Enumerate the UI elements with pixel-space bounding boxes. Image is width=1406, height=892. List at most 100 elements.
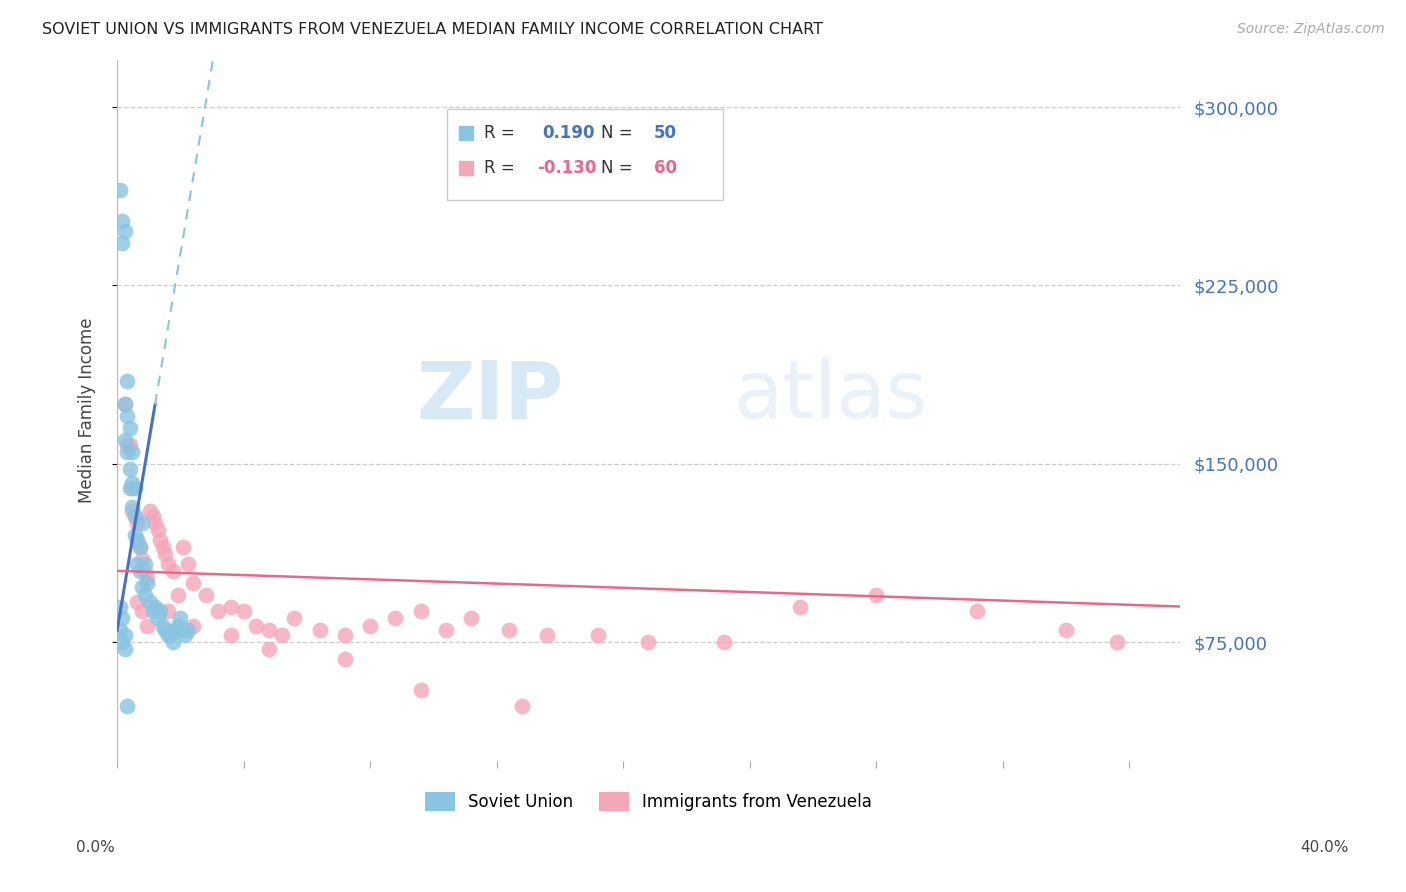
Point (270, 628, 292, 642)
Point (131, 581, 153, 595)
Point (124, 481, 146, 495)
Legend: Soviet Union, Immigrants from Venezuela: Soviet Union, Immigrants from Venezuela (420, 787, 877, 816)
Point (409, 682, 432, 697)
Point (127, 533, 149, 547)
Point (121, 481, 143, 495)
Point (333, 628, 356, 642)
Point (114, 628, 136, 642)
Point (118, 461, 141, 475)
Point (121, 500, 143, 514)
Point (141, 509, 163, 524)
Point (1054, 624, 1077, 638)
Point (637, 635, 659, 649)
Point (111, 235, 134, 250)
Point (166, 588, 188, 602)
Point (207, 604, 229, 618)
Point (115, 445, 138, 459)
Point (159, 628, 181, 642)
Point (460, 611, 482, 625)
Point (115, 699, 138, 714)
Point (165, 624, 187, 638)
Text: R =: R = (484, 124, 520, 142)
Point (149, 604, 172, 618)
Point (384, 611, 406, 625)
FancyBboxPatch shape (447, 109, 723, 200)
Point (134, 557, 156, 571)
Point (966, 604, 988, 618)
Point (111, 214, 134, 228)
Point (108, 624, 131, 638)
Point (118, 438, 141, 452)
Point (128, 564, 150, 578)
Point (124, 509, 146, 524)
Point (177, 624, 200, 638)
Point (127, 557, 149, 571)
Point (127, 516, 149, 531)
Point (134, 564, 156, 578)
Point (245, 618, 267, 632)
Text: 0.190: 0.190 (543, 124, 595, 142)
Text: 0.0%: 0.0% (76, 840, 115, 855)
Text: SOVIET UNION VS IMMIGRANTS FROM VENEZUELA MEDIAN FAMILY INCOME CORRELATION CHART: SOVIET UNION VS IMMIGRANTS FROM VENEZUEL… (42, 22, 823, 37)
Point (136, 618, 159, 632)
Point (127, 533, 149, 547)
Point (143, 599, 166, 614)
Point (146, 611, 169, 625)
Point (143, 516, 166, 531)
Point (162, 564, 184, 578)
Point (510, 699, 533, 714)
Point (152, 618, 174, 632)
Text: R =: R = (484, 160, 520, 178)
Point (219, 628, 242, 642)
Text: 50: 50 (654, 124, 676, 142)
Point (153, 547, 176, 561)
Text: Source: ZipAtlas.com: Source: ZipAtlas.com (1237, 22, 1385, 37)
Point (141, 604, 163, 618)
Point (111, 635, 134, 649)
Point (359, 618, 381, 632)
Point (308, 624, 330, 638)
Point (219, 599, 242, 614)
Point (131, 516, 153, 531)
Point (177, 557, 200, 571)
Point (139, 504, 162, 518)
Text: ZIP: ZIP (416, 358, 564, 435)
Text: atlas: atlas (734, 358, 928, 435)
Point (169, 611, 191, 625)
Point (139, 595, 162, 609)
Point (114, 397, 136, 411)
Point (409, 604, 432, 618)
Point (121, 445, 143, 459)
Point (162, 635, 184, 649)
Point (108, 183, 131, 197)
Point (153, 624, 176, 638)
Point (194, 588, 217, 602)
Point (121, 475, 143, 490)
Point (156, 628, 179, 642)
Point (172, 624, 194, 638)
Point (283, 611, 305, 625)
Point (118, 481, 141, 495)
Point (111, 611, 134, 625)
Point (128, 540, 150, 554)
Point (114, 433, 136, 447)
Point (115, 409, 138, 424)
Point (257, 624, 280, 638)
Text: N =: N = (600, 160, 637, 178)
Point (498, 624, 520, 638)
Point (181, 618, 204, 632)
Point (713, 635, 735, 649)
Y-axis label: Median Family Income: Median Family Income (79, 318, 96, 503)
Point (136, 571, 159, 585)
Point (149, 533, 172, 547)
Point (114, 642, 136, 657)
Point (536, 628, 558, 642)
Point (789, 599, 811, 614)
Point (232, 604, 254, 618)
Point (152, 540, 174, 554)
Point (118, 421, 141, 435)
Point (124, 509, 146, 524)
Point (134, 588, 156, 602)
Point (586, 628, 609, 642)
Point (115, 374, 138, 388)
